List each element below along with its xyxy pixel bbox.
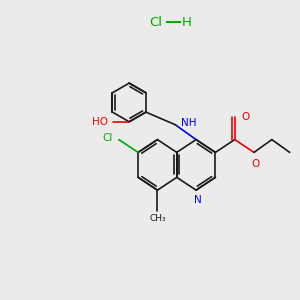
- Text: CH₃: CH₃: [149, 214, 166, 223]
- Text: NH: NH: [181, 118, 197, 128]
- Text: Cl: Cl: [149, 16, 162, 29]
- Text: O: O: [251, 159, 260, 169]
- Text: Cl: Cl: [102, 133, 112, 143]
- Text: N: N: [194, 196, 202, 206]
- Text: H: H: [182, 16, 192, 29]
- Text: O: O: [241, 112, 250, 122]
- Text: HO: HO: [92, 117, 108, 127]
